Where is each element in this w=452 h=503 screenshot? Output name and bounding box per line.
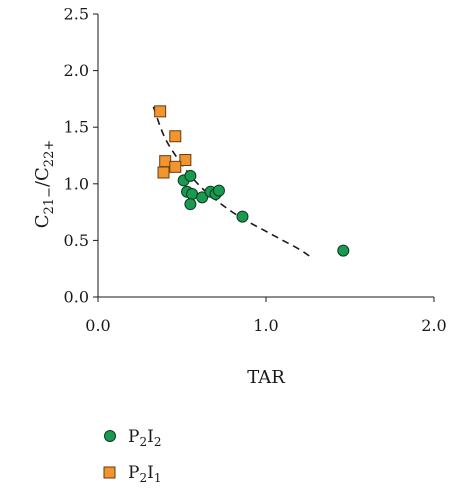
legend-label-subscript: 2 bbox=[139, 435, 147, 449]
y-tick-label: 2.0 bbox=[64, 61, 89, 80]
data-point-square bbox=[159, 155, 172, 168]
data-point-square bbox=[169, 130, 182, 143]
data-point-circle bbox=[337, 244, 350, 257]
y-axis-title-part: C bbox=[32, 214, 53, 228]
legend-label-part: P bbox=[128, 427, 139, 447]
legend-label: P2I1 bbox=[128, 463, 161, 485]
data-point-square bbox=[179, 154, 192, 167]
y-axis-title-part: /C bbox=[32, 167, 53, 187]
y-tick-label: 1.5 bbox=[64, 118, 89, 137]
y-axis-title-subscript: 22+ bbox=[42, 140, 57, 167]
legend-marker-square bbox=[103, 466, 116, 479]
data-point-circle bbox=[236, 210, 249, 223]
data-point-circle bbox=[186, 187, 199, 200]
data-point-circle bbox=[184, 198, 197, 211]
data-point-square bbox=[169, 160, 182, 173]
x-tick-label: 0.0 bbox=[85, 316, 110, 335]
legend-label-part: I bbox=[147, 427, 154, 447]
data-point-square bbox=[154, 105, 167, 118]
trendline-group bbox=[152, 106, 312, 259]
legend-label-subscript: 2 bbox=[154, 435, 162, 449]
legend-label-subscript: 1 bbox=[154, 471, 162, 485]
legend-marker-circle bbox=[104, 430, 116, 442]
data-point-circle bbox=[212, 184, 225, 197]
data-point-square bbox=[157, 166, 170, 179]
y-axis-title-subscript: 21− bbox=[42, 187, 57, 214]
legend-label-part: I bbox=[147, 463, 154, 483]
y-tick-label: 0.0 bbox=[64, 288, 89, 307]
data-point-circle bbox=[184, 169, 197, 182]
y-axis-title: C21−/C22+ bbox=[32, 140, 57, 229]
x-tick-label: 1.0 bbox=[253, 316, 278, 335]
y-tick-label: 0.5 bbox=[64, 231, 89, 250]
axes: 0.0 0.5 1.0 1.5 2.0 2.5 0.0 1.0 2.0 bbox=[64, 5, 447, 336]
data-point-circle bbox=[196, 191, 209, 204]
data-points bbox=[154, 105, 350, 257]
x-axis-title: TAR bbox=[247, 367, 285, 388]
legend: P2I2 P2I1 bbox=[103, 427, 161, 485]
legend-label-subscript: 2 bbox=[139, 471, 147, 485]
legend-label: P2I2 bbox=[128, 427, 161, 449]
trendline bbox=[152, 106, 312, 259]
legend-label-part: P bbox=[128, 463, 139, 483]
y-tick-label: 1.0 bbox=[64, 174, 89, 193]
x-tick-label: 2.0 bbox=[421, 316, 446, 335]
y-tick-label: 2.5 bbox=[64, 5, 89, 24]
